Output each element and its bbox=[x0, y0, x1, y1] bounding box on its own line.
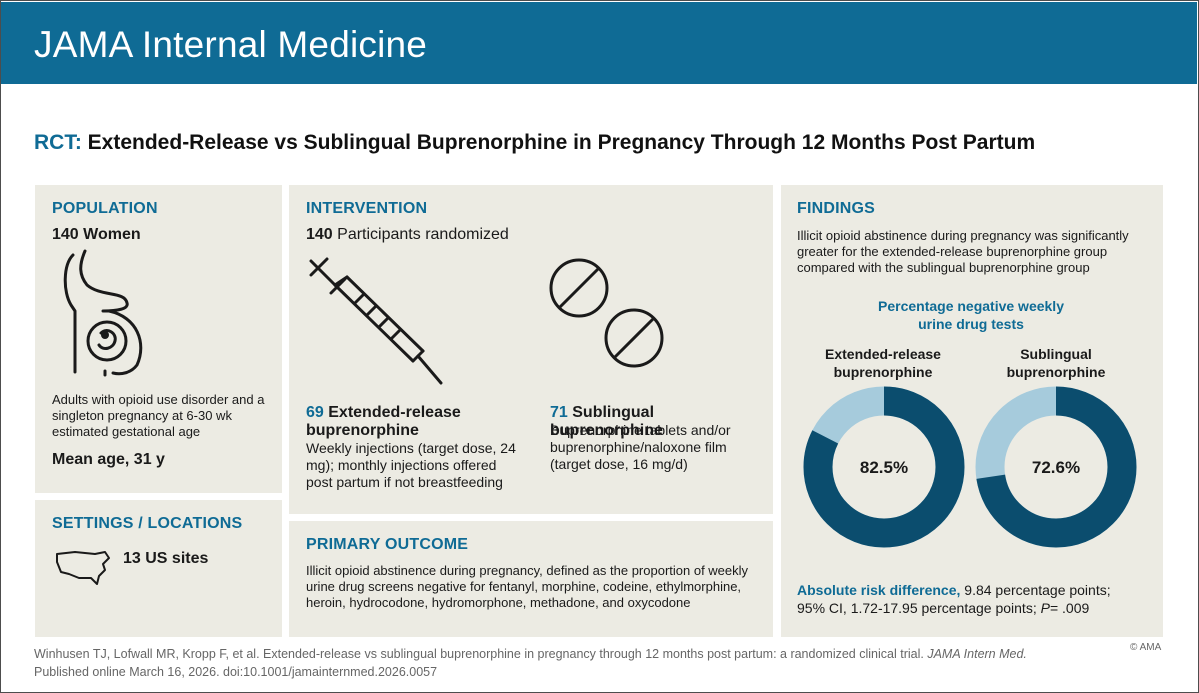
citation: Winhusen TJ, Lofwall MR, Kropp F, et al.… bbox=[34, 645, 1027, 681]
arm1-title: 69 Extended-release buprenorphine bbox=[306, 404, 506, 440]
arm2-title: 71 Sublingual buprenorphine bbox=[550, 404, 770, 440]
findings-ci: 95% CI, 1.72-17.95 percentage points; P=… bbox=[797, 599, 1159, 617]
citation-authors: Winhusen TJ, Lofwall MR, Kropp F, et al.… bbox=[34, 647, 924, 661]
pills-icon bbox=[549, 258, 664, 368]
population-heading: POPULATION bbox=[52, 200, 158, 217]
intervention-count: 140 Participants randomized bbox=[306, 225, 509, 244]
arm1-detail: Weekly injections (target dose, 24 mg); … bbox=[306, 440, 516, 490]
settings-panel: SETTINGS / LOCATIONS 13 US sites bbox=[35, 500, 282, 637]
donut2-value-label: 72.6% bbox=[1032, 458, 1080, 477]
citation-journal: JAMA Intern Med. bbox=[927, 647, 1027, 661]
population-description: Adults with opioid use disorder and a si… bbox=[52, 392, 265, 439]
intervention-heading: INTERVENTION bbox=[306, 200, 428, 217]
donut-charts: 82.5% 72.6% bbox=[803, 386, 1137, 548]
intervention-panel: INTERVENTION 140 Participants randomized bbox=[289, 185, 773, 514]
series2-label: Sublingual buprenorphine bbox=[1006, 346, 1106, 380]
arm2-n: 71 bbox=[550, 404, 568, 421]
findings-ard: Absolute risk difference, 9.84 percentag… bbox=[797, 581, 1159, 599]
ci-text: 95% CI, 1.72-17.95 percentage points; bbox=[797, 600, 1037, 616]
series1-label: Extended-release buprenorphine bbox=[825, 346, 941, 380]
settings-sites: 13 US sites bbox=[123, 550, 209, 567]
donut1-value-arc bbox=[803, 386, 965, 548]
intervention-count-number: 140 bbox=[306, 226, 333, 243]
title-text: Extended-Release vs Sublingual Buprenorp… bbox=[87, 131, 1036, 154]
ard-label: Absolute risk difference, bbox=[797, 582, 961, 598]
population-count-label: Women bbox=[83, 226, 141, 243]
population-count-number: 140 bbox=[52, 226, 79, 243]
journal-banner: JAMA Internal Medicine bbox=[1, 2, 1197, 84]
p-label: P bbox=[1040, 600, 1050, 616]
chart-title: Percentage negative weekly urine drug te… bbox=[878, 298, 1064, 332]
p-value: = .009 bbox=[1049, 600, 1090, 616]
intervention-count-label: Participants randomized bbox=[337, 226, 509, 243]
findings-summary: Illicit opioid abstinence during pregnan… bbox=[797, 228, 1129, 275]
citation-pub: Published online March 16, 2026. doi:10.… bbox=[34, 665, 438, 679]
outcome-text: Illicit opioid abstinence during pregnan… bbox=[306, 563, 749, 610]
findings-panel: FINDINGS Illicit opioid abstinence durin… bbox=[781, 185, 1163, 637]
settings-heading: SETTINGS / LOCATIONS bbox=[52, 515, 243, 532]
arm2-name: Sublingual buprenorphine bbox=[550, 404, 663, 439]
syringe-icon bbox=[309, 257, 443, 385]
outcome-heading: PRIMARY OUTCOME bbox=[306, 536, 469, 553]
us-map-icon bbox=[56, 551, 110, 585]
journal-title: JAMA Internal Medicine bbox=[34, 24, 428, 65]
donut1-value-label: 82.5% bbox=[860, 458, 908, 477]
title-prefix: RCT: bbox=[34, 131, 82, 154]
population-panel: POPULATION 140 Women Adults with opioid … bbox=[35, 185, 282, 493]
page-title: RCT: Extended-Release vs Sublingual Bupr… bbox=[34, 131, 1035, 155]
population-count: 140 Women bbox=[52, 225, 141, 244]
pregnant-woman-icon bbox=[63, 249, 143, 377]
population-mean-age: Mean age, 31 y bbox=[52, 451, 165, 468]
findings-heading: FINDINGS bbox=[797, 200, 876, 217]
copyright: © AMA bbox=[1130, 642, 1162, 653]
outcome-panel: PRIMARY OUTCOME Illicit opioid abstinenc… bbox=[289, 521, 773, 637]
arm2-detail: Buprenorphine tablets and/or buprenorphi… bbox=[550, 422, 731, 472]
arm1-n: 69 bbox=[306, 404, 324, 421]
donut2-value-arc bbox=[975, 386, 1137, 548]
arm1-name: Extended-release buprenorphine bbox=[306, 404, 461, 439]
ard-value: 9.84 percentage points; bbox=[964, 582, 1111, 598]
